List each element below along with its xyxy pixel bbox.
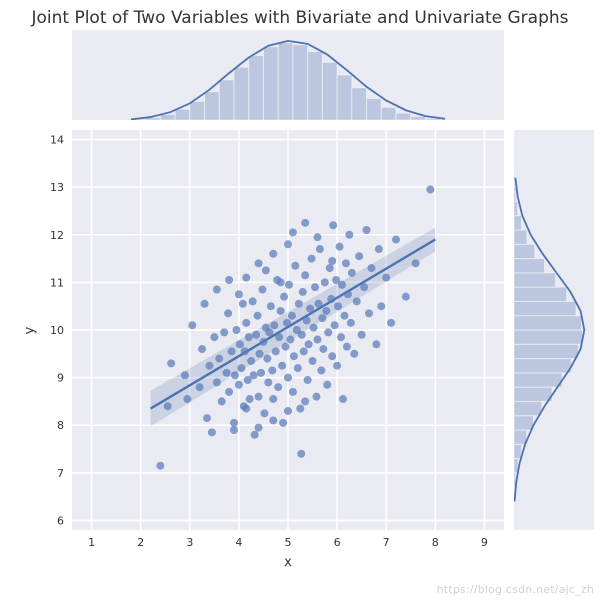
- svg-text:4: 4: [235, 536, 242, 549]
- svg-text:6: 6: [57, 514, 64, 527]
- y-marginal-panel: [514, 130, 594, 530]
- svg-text:2: 2: [137, 536, 144, 549]
- svg-text:1: 1: [88, 536, 95, 549]
- svg-text:13: 13: [50, 181, 64, 194]
- svg-text:5: 5: [285, 536, 292, 549]
- x-marginal-svg: [72, 30, 504, 120]
- svg-text:6: 6: [334, 536, 341, 549]
- svg-text:7: 7: [383, 536, 390, 549]
- svg-text:12: 12: [50, 229, 64, 242]
- svg-text:11: 11: [50, 276, 64, 289]
- svg-text:9: 9: [57, 372, 64, 385]
- x-marginal-panel: [72, 30, 504, 120]
- svg-text:8: 8: [57, 419, 64, 432]
- svg-text:10: 10: [50, 324, 64, 337]
- x-axis-label: x: [72, 555, 504, 570]
- main-scatter-svg: 12345678967891011121314: [72, 130, 504, 530]
- y-marginal-svg: [514, 130, 594, 530]
- svg-text:3: 3: [186, 536, 193, 549]
- plot-title: Joint Plot of Two Variables with Bivaria…: [0, 8, 600, 28]
- watermark-text: https://blog.csdn.net/ajc_zh: [437, 583, 594, 596]
- svg-text:9: 9: [481, 536, 488, 549]
- svg-text:14: 14: [50, 134, 64, 147]
- main-scatter-panel: 12345678967891011121314: [72, 130, 504, 530]
- y-axis-label: y: [20, 130, 40, 530]
- svg-text:7: 7: [57, 467, 64, 480]
- svg-text:8: 8: [432, 536, 439, 549]
